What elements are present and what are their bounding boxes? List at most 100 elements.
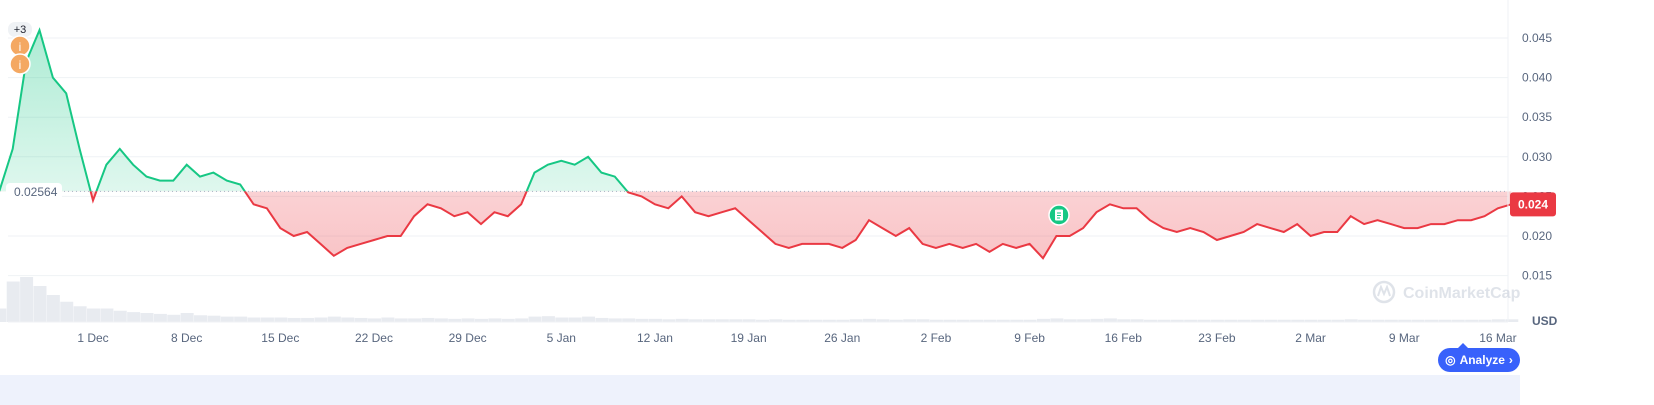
volume-bar — [220, 316, 234, 322]
current-price-badge: 0.024 — [1510, 192, 1556, 217]
volume-bar — [729, 319, 743, 322]
volume-bar — [1210, 319, 1224, 322]
baseline-label: 0.02564 — [6, 183, 62, 200]
volume-bar — [327, 316, 341, 322]
volume-bar — [1130, 319, 1144, 322]
volume-bar — [689, 319, 703, 322]
volume-bar — [555, 317, 569, 322]
volume-bar — [421, 317, 435, 322]
volume-bar — [167, 314, 181, 322]
volume-bar — [742, 319, 756, 322]
volume-bar — [1264, 319, 1278, 322]
volume-bar — [956, 319, 970, 322]
volume-bar — [1331, 319, 1345, 322]
volume-bar — [970, 319, 984, 322]
volume-bar — [1491, 319, 1505, 322]
volume-bar — [501, 318, 515, 322]
volume-bar — [1251, 319, 1265, 322]
volume-bar — [194, 315, 208, 322]
volume-bar — [1478, 319, 1492, 322]
volume-bar — [1197, 319, 1211, 322]
volume-bar — [822, 319, 836, 322]
volume-bar — [448, 318, 462, 322]
x-tick-label: 12 Jan — [637, 331, 673, 345]
x-tick-label: 1 Dec — [77, 331, 108, 345]
volume-bar — [1237, 319, 1251, 322]
volume-bar — [127, 312, 141, 322]
watermark-logo: CoinMarketCap — [1372, 280, 1521, 304]
volume-bar — [515, 318, 529, 322]
volume-bar — [0, 308, 7, 322]
volume-bar — [809, 319, 823, 322]
volume-bar — [247, 317, 261, 322]
info-marker[interactable]: i — [9, 53, 31, 75]
x-tick-label: 2 Mar — [1295, 331, 1326, 345]
volume-bar — [796, 319, 810, 322]
analyze-button[interactable]: ◎ Analyze › — [1438, 343, 1520, 372]
volume-bar — [1344, 319, 1358, 322]
volume-bar — [876, 319, 890, 322]
analyze-icon: ◎ — [1445, 353, 1456, 367]
volume-bar — [889, 319, 903, 322]
volume-bar — [769, 319, 783, 322]
volume-bar — [100, 308, 114, 322]
x-tick-label: 16 Feb — [1105, 331, 1143, 345]
volume-bar — [1010, 319, 1024, 322]
volume-bar — [354, 317, 368, 322]
volume-bar — [394, 318, 408, 322]
volume-bar — [1184, 319, 1198, 322]
time-range-navigator[interactable] — [0, 375, 1520, 405]
volume-bar — [207, 315, 221, 322]
volume-bar — [1384, 319, 1398, 322]
volume-bar — [1304, 319, 1318, 322]
volume-bar — [314, 317, 328, 322]
y-tick-label: 0.035 — [1522, 110, 1552, 124]
svg-text:0.024: 0.024 — [1518, 197, 1548, 211]
volume-bar — [1411, 319, 1425, 322]
y-tick-label: 0.030 — [1522, 150, 1552, 164]
info-icon: i — [19, 58, 22, 72]
x-tick-label: 15 Dec — [261, 331, 299, 345]
chevron-right-icon: › — [1508, 353, 1513, 367]
volume-bar — [260, 317, 274, 322]
volume-bar — [1277, 319, 1291, 322]
volume-bar — [568, 317, 582, 322]
volume-bar — [929, 319, 943, 322]
volume-bar — [916, 319, 930, 322]
volume-bar — [943, 319, 957, 322]
news-marker[interactable] — [1048, 204, 1070, 226]
volume-bar — [541, 316, 555, 322]
x-tick-label: 23 Feb — [1198, 331, 1236, 345]
x-tick-label: 29 Dec — [449, 331, 487, 345]
volume-bar — [153, 313, 167, 322]
x-tick-label: 2 Feb — [921, 331, 952, 345]
volume-bar — [488, 318, 502, 322]
volume-bar — [996, 319, 1010, 322]
volume-bar — [648, 318, 662, 322]
svg-text:0.02564: 0.02564 — [14, 185, 58, 199]
y-tick-label: 0.015 — [1522, 269, 1552, 283]
event-group-badge[interactable]: +3 — [8, 22, 32, 37]
volume-bar — [582, 316, 596, 322]
info-icon: i — [19, 40, 22, 54]
y-tick-label: 0.040 — [1522, 71, 1552, 85]
y-tick-label: 0.045 — [1522, 31, 1552, 45]
volume-bar — [1063, 319, 1077, 322]
volume-bar — [1036, 318, 1050, 322]
volume-bar — [6, 281, 20, 322]
grid-lines — [8, 37, 1508, 277]
volume-bar — [20, 277, 34, 322]
currency-label: USD — [1532, 314, 1558, 328]
price-line-down — [0, 191, 1512, 260]
volume-bar — [408, 318, 422, 322]
x-tick-label: 9 Feb — [1014, 331, 1045, 345]
x-tick-label: 9 Mar — [1389, 331, 1420, 345]
volume-bar — [622, 318, 636, 322]
volume-bar — [1358, 319, 1372, 322]
volume-bar — [1371, 319, 1385, 322]
info-marker[interactable]: i — [9, 35, 31, 57]
volume-bar — [341, 317, 355, 322]
volume-bar — [756, 319, 769, 322]
volume-bar — [73, 306, 87, 322]
